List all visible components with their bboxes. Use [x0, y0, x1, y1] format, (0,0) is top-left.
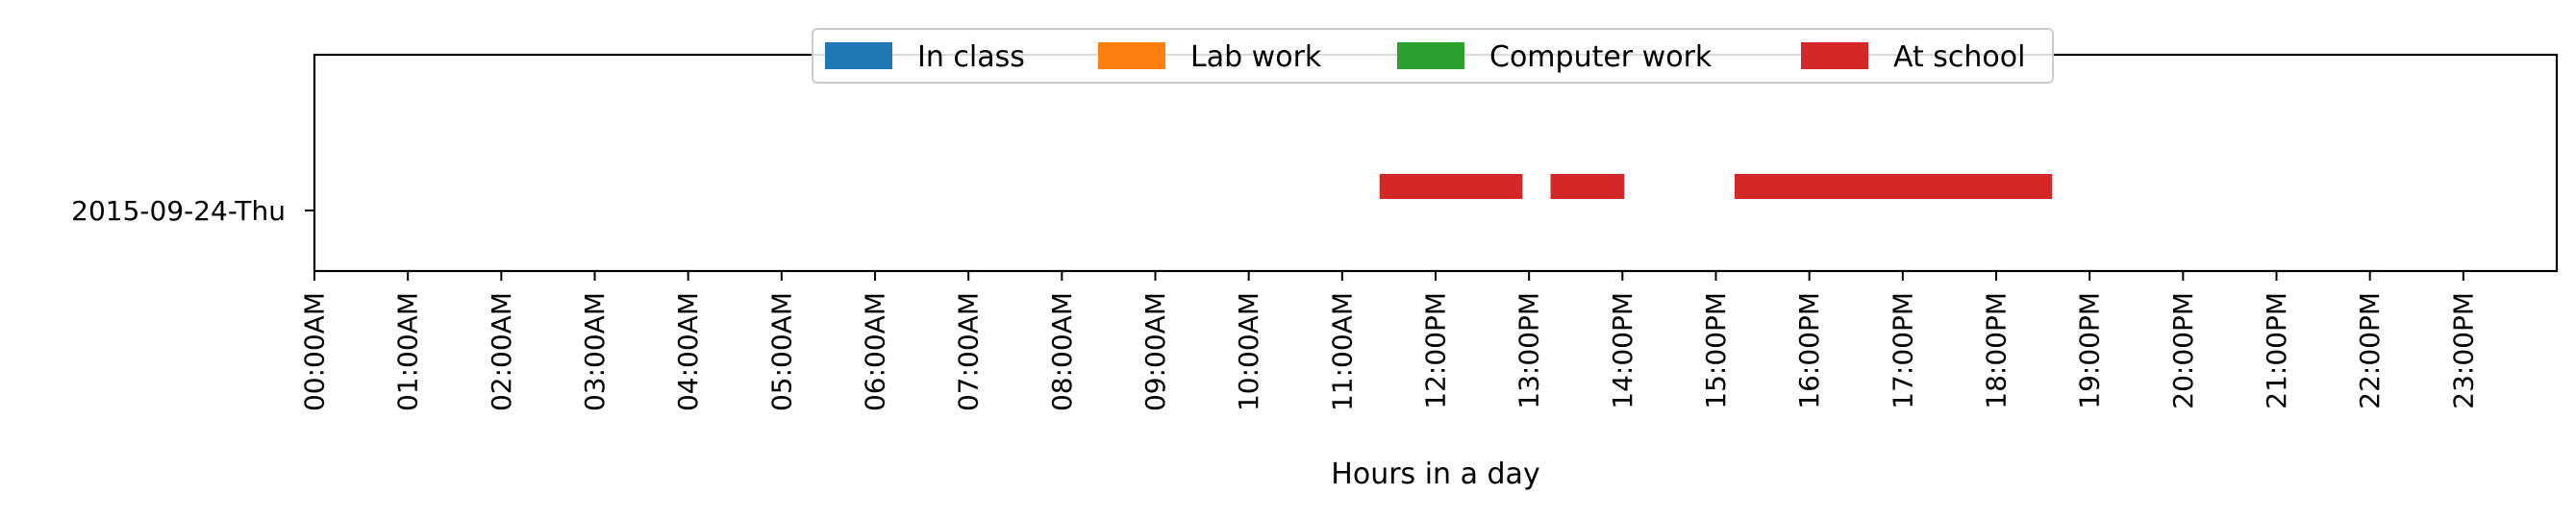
x-tick-label: 01:00AM — [392, 292, 424, 411]
x-tick-label: 13:00PM — [1513, 292, 1545, 409]
x-tick-label: 00:00AM — [299, 292, 331, 411]
x-tick-label: 18:00PM — [1981, 292, 2013, 409]
plot-area-frame — [313, 53, 2559, 273]
x-axis: 00:00AM 01:00AM 02:00AM 03:00AM 04:00AM 05:00… — [299, 271, 2479, 411]
timeline-bar — [1550, 174, 1625, 199]
y-tick-label: 2015-09-24-Thu — [71, 195, 286, 227]
x-tick-label: 03:00AM — [579, 292, 611, 411]
x-tick-label: 09:00AM — [1139, 292, 1171, 411]
legend-label: Computer work — [1489, 40, 1713, 74]
x-tick-label: 04:00AM — [672, 292, 704, 411]
legend: In class Lab work Computer work At school — [812, 28, 2054, 84]
bars-layer — [1379, 174, 2053, 199]
x-tick-label: 21:00PM — [2261, 292, 2292, 409]
legend-swatch — [1801, 42, 1868, 69]
x-tick-label: 22:00PM — [2354, 292, 2386, 409]
x-tick-label: 14:00PM — [1607, 292, 1638, 409]
legend-label: Lab work — [1190, 40, 1322, 74]
x-tick-label: 12:00PM — [1420, 292, 1452, 409]
x-tick-label: 17:00PM — [1887, 292, 1918, 409]
x-tick-label: 02:00AM — [486, 292, 517, 411]
x-tick-label: 15:00PM — [1700, 292, 1732, 409]
x-tick-label: 07:00AM — [953, 292, 985, 411]
legend-label: At school — [1893, 40, 2025, 74]
timeline-bar — [1379, 174, 1523, 199]
x-tick-label: 10:00AM — [1233, 292, 1264, 411]
x-tick-label: 08:00AM — [1046, 292, 1078, 411]
legend-swatch — [825, 42, 892, 69]
legend-swatch — [1397, 42, 1464, 69]
x-axis-title: Hours in a day — [1331, 457, 1539, 491]
x-tick-label: 19:00PM — [2074, 292, 2106, 409]
x-tick-label: 05:00AM — [765, 292, 797, 411]
x-tick-label: 06:00AM — [860, 292, 891, 411]
legend-label: In class — [917, 40, 1025, 74]
timeline-bar — [1734, 174, 2053, 199]
x-tick-label: 20:00PM — [2167, 292, 2199, 409]
legend-swatch — [1098, 42, 1165, 69]
x-tick-label: 23:00PM — [2447, 292, 2479, 409]
y-axis: 2015-09-24-Thu — [71, 195, 314, 227]
x-tick-label: 16:00PM — [1793, 292, 1825, 409]
x-tick-label: 11:00AM — [1326, 292, 1358, 411]
